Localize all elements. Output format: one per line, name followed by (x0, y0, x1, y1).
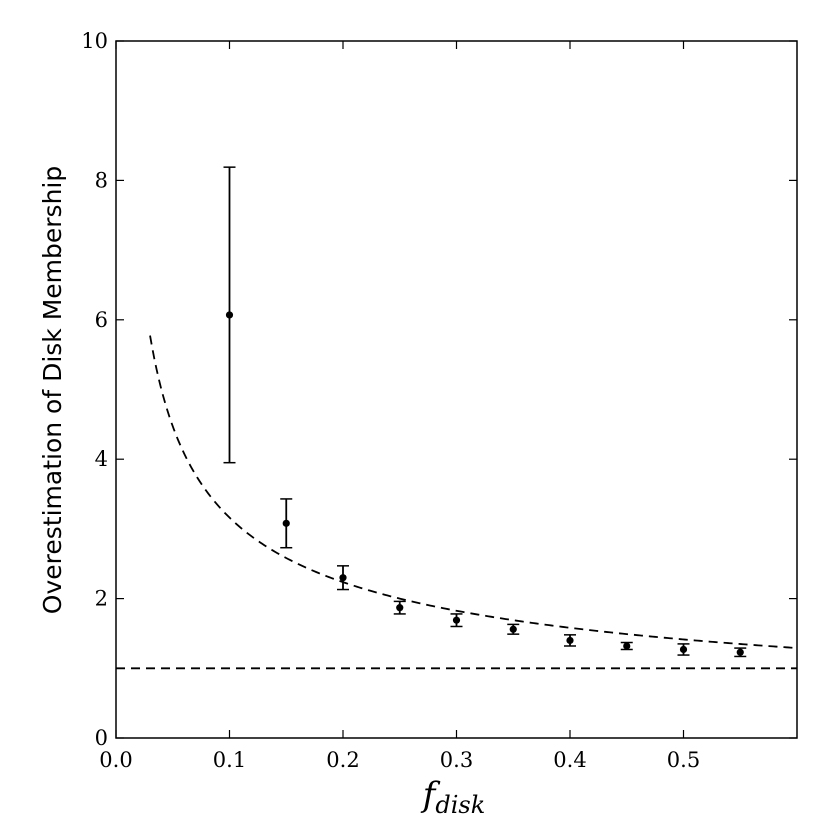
point-marker (566, 636, 574, 645)
label-layer: Overestimation of Disk Membership fdisk (38, 166, 485, 819)
data-point (450, 613, 463, 628)
data-point (393, 600, 406, 615)
point-marker (225, 311, 234, 319)
data-point (223, 166, 236, 464)
data-point (734, 647, 747, 658)
model-curve (149, 335, 798, 649)
x-tick-label-1: 0.1 (213, 748, 246, 772)
point-marker (282, 519, 290, 527)
data-point-layer (223, 166, 747, 658)
x-tick-label-4: 0.4 (553, 748, 586, 772)
x-tick-label-2: 0.2 (326, 748, 359, 772)
y-tick-label-1: 2 (95, 587, 108, 611)
data-point (564, 634, 576, 647)
data-point (507, 623, 520, 635)
point-marker (509, 625, 517, 633)
point-marker (396, 604, 404, 612)
y-tick-label-4: 8 (95, 168, 108, 192)
point-marker (339, 574, 347, 582)
point-marker (623, 642, 631, 650)
y-axis-label: Overestimation of Disk Membership (38, 166, 67, 614)
x-tick-label-5: 0.5 (667, 748, 700, 772)
x-tick-label-3: 0.3 (440, 748, 473, 772)
point-marker (452, 616, 461, 624)
tick-layer: 0.0 0.1 0.2 0.3 0.4 0.5 0 2 4 6 8 10 (81, 29, 797, 772)
y-tick-label-2: 4 (95, 447, 108, 471)
y-tick-label-0: 0 (95, 726, 108, 750)
y-tick-label-3: 6 (95, 308, 108, 332)
x-tick-label-0: 0.0 (99, 748, 132, 772)
x-axis-label-subscript: disk (435, 791, 485, 819)
data-point (677, 643, 690, 656)
point-marker (679, 645, 688, 654)
curve-layer (116, 335, 798, 670)
y-tick-label-5: 10 (81, 29, 108, 53)
data-point (620, 641, 633, 651)
data-point (337, 565, 349, 591)
point-marker (736, 648, 744, 656)
data-point (280, 498, 293, 549)
